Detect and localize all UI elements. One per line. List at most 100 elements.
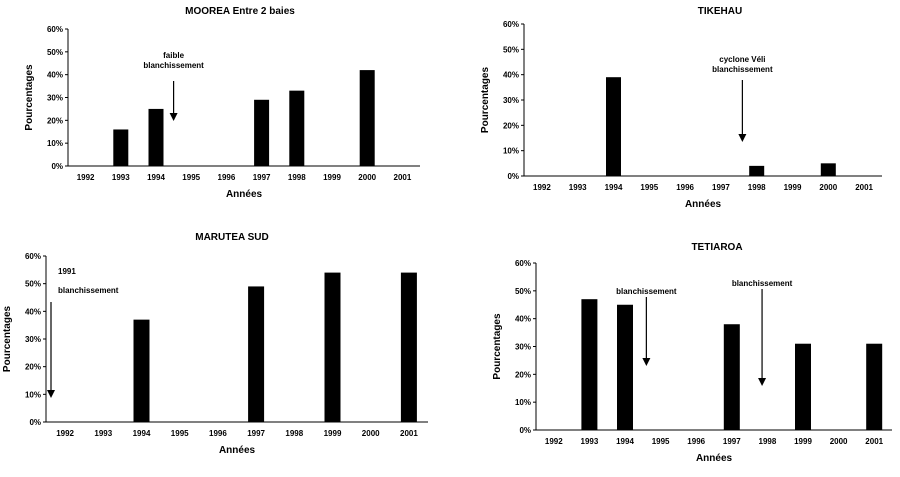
y-tick-label: 50%	[25, 280, 41, 289]
x-tick-label: 1995	[652, 437, 670, 446]
x-tick-label: 1999	[324, 429, 342, 438]
x-tick-label: 1994	[147, 173, 165, 182]
y-axis-label: Pourcentages	[24, 64, 35, 131]
y-axis-label: Pourcentages	[492, 313, 503, 380]
x-axis-label: Années	[685, 199, 722, 210]
x-tick-label: 1992	[56, 429, 74, 438]
x-tick-label: 1996	[676, 183, 694, 192]
x-tick-label: 2000	[819, 183, 837, 192]
x-tick-label: 2001	[855, 183, 873, 192]
annotation-text: blanchissement	[143, 61, 204, 70]
bar-1994	[133, 319, 150, 422]
x-tick-label: 1993	[94, 429, 112, 438]
x-tick-label: 2001	[865, 437, 883, 446]
y-tick-label: 40%	[47, 71, 63, 80]
x-tick-label: 1995	[171, 429, 189, 438]
x-tick-label: 1999	[784, 183, 802, 192]
bar-1993	[113, 129, 129, 166]
bar-2001	[400, 272, 417, 422]
y-tick-label: 0%	[29, 418, 41, 427]
y-tick-label: 60%	[47, 25, 63, 34]
bar-1998	[749, 165, 765, 176]
x-tick-label: 2000	[830, 437, 848, 446]
y-tick-label: 0%	[519, 426, 531, 435]
y-tick-label: 60%	[25, 252, 41, 261]
y-tick-label: 30%	[25, 335, 41, 344]
y-tick-label: 40%	[503, 71, 519, 80]
bar-2000	[359, 70, 375, 166]
bar-1994	[606, 77, 621, 176]
bar-1994	[617, 304, 633, 430]
y-tick-label: 50%	[47, 48, 63, 57]
x-tick-label: 1998	[759, 437, 777, 446]
y-tick-label: 0%	[51, 162, 63, 171]
x-tick-label: 1996	[209, 429, 227, 438]
annotation-text: 1991	[58, 267, 76, 276]
chart-panel-1: MOOREA Entre 2 baies 0% 10% 20% 30% 40% 50% 60%…	[24, 6, 420, 200]
x-tick-label: 1999	[323, 173, 341, 182]
chart-panel-3: MARUTEA SUD 0% 10% 20% 30% 40% 50% 60% 1992 1993 1…	[2, 232, 428, 456]
x-tick-label: 1998	[285, 429, 303, 438]
annotation-arrow-head	[642, 358, 651, 366]
chart-title: TIKEHAU	[698, 6, 742, 17]
annotation-text: blanchissement	[712, 65, 773, 74]
x-tick-label: 1992	[533, 183, 551, 192]
annotation-arrow-head	[758, 378, 767, 386]
y-tick-label: 10%	[503, 147, 519, 156]
annotation-text: blanchissement	[616, 287, 677, 296]
x-tick-label: 1994	[133, 429, 151, 438]
y-tick-label: 0%	[507, 172, 519, 181]
x-axis-label: Années	[226, 189, 263, 200]
bar-1993	[581, 299, 598, 430]
x-tick-label: 1993	[581, 437, 599, 446]
x-tick-label: 1992	[545, 437, 563, 446]
y-tick-label: 10%	[515, 398, 531, 407]
x-tick-label: 1997	[247, 429, 265, 438]
x-tick-label: 1998	[748, 183, 766, 192]
y-tick-label: 40%	[25, 307, 41, 316]
bar-1998	[289, 90, 305, 166]
x-tick-label: 1996	[687, 437, 705, 446]
x-axis-label: Années	[219, 445, 256, 456]
x-tick-label: 1997	[712, 183, 730, 192]
annotation-arrow-head	[169, 113, 178, 121]
y-tick-label: 60%	[503, 20, 519, 29]
bar-2001	[866, 343, 883, 430]
chart-title: TETIAROA	[691, 242, 742, 253]
x-tick-label: 1992	[77, 173, 95, 182]
y-tick-label: 30%	[47, 94, 63, 103]
x-tick-label: 1995	[640, 183, 658, 192]
annotation-text: blanchissement	[58, 286, 119, 295]
y-tick-label: 10%	[25, 390, 41, 399]
x-tick-label: 1993	[112, 173, 130, 182]
y-tick-label: 60%	[515, 259, 531, 268]
y-tick-label: 20%	[47, 116, 63, 125]
annotation-arrow-head	[738, 134, 747, 142]
chart-panel-4: TETIAROA 0% 10% 20% 30% 40% 50% 60% 1992 1993 1994…	[492, 242, 892, 464]
x-tick-label: 1998	[288, 173, 306, 182]
x-tick-label: 1999	[794, 437, 812, 446]
x-tick-label: 1995	[182, 173, 200, 182]
y-tick-label: 10%	[47, 139, 63, 148]
bar-1997	[248, 286, 265, 422]
x-tick-label: 1993	[569, 183, 587, 192]
y-tick-label: 50%	[515, 287, 531, 296]
y-tick-label: 30%	[503, 96, 519, 105]
x-tick-label: 2000	[358, 173, 376, 182]
y-tick-label: 40%	[515, 315, 531, 324]
annotation-text: blanchissement	[732, 279, 793, 288]
x-tick-label: 1994	[605, 183, 623, 192]
x-tick-label: 2001	[400, 429, 418, 438]
bar-1999	[324, 272, 341, 422]
y-axis-label: Pourcentages	[2, 305, 13, 372]
x-tick-label: 1996	[218, 173, 236, 182]
y-tick-label: 20%	[515, 370, 531, 379]
chart-title: MOOREA Entre 2 baies	[185, 6, 295, 17]
bar-1997	[254, 99, 270, 166]
y-tick-label: 20%	[503, 121, 519, 130]
y-axis-label: Pourcentages	[480, 66, 491, 133]
bar-2000	[820, 163, 836, 176]
chart-title: MARUTEA SUD	[195, 232, 269, 243]
y-tick-label: 20%	[25, 363, 41, 372]
